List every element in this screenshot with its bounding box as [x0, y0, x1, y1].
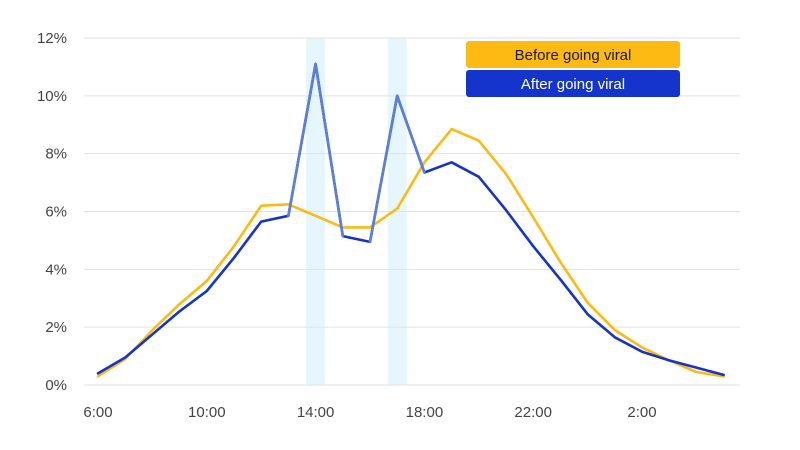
y-tick-label-4: 8%	[45, 146, 67, 163]
x-tick-label-3: 18:00	[406, 404, 444, 421]
x-tick-label-4: 22:00	[514, 404, 552, 421]
legend: Before going viral After going viral	[466, 41, 680, 97]
x-tick-label-5: 2:00	[627, 404, 656, 421]
gridlines	[84, 37, 740, 386]
y-tick-label-1: 2%	[45, 319, 67, 336]
x-tick-label-2: 14:00	[297, 404, 335, 421]
y-tick-label-0: 0%	[45, 377, 67, 394]
series-lines	[96, 62, 725, 378]
y-tick-label-3: 6%	[45, 204, 67, 221]
y-tick-label-6: 12%	[37, 30, 67, 47]
legend-label-before: Before going viral	[515, 47, 632, 64]
spike-overlay-2	[368, 94, 399, 244]
y-tick-label-5: 10%	[37, 88, 67, 105]
spike-overlay-3	[395, 94, 426, 174]
spike-overlay-0	[287, 62, 317, 218]
x-tick-label-1: 10:00	[188, 404, 226, 421]
x-axis-ticks: 6:00 10:00 14:00 18:00 22:00 2:00	[83, 404, 656, 421]
y-axis-ticks: 0% 2% 4% 6% 8% 10% 12%	[37, 30, 67, 394]
x-tick-label-0: 6:00	[83, 404, 112, 421]
legend-swatch-before	[466, 41, 680, 68]
spike-overlay-1	[314, 62, 345, 238]
legend-label-after: After going viral	[521, 76, 625, 93]
series-line-1	[96, 62, 725, 377]
legend-swatch-after	[466, 70, 680, 97]
y-tick-label-2: 4%	[45, 261, 67, 278]
series-line-0	[96, 127, 725, 378]
